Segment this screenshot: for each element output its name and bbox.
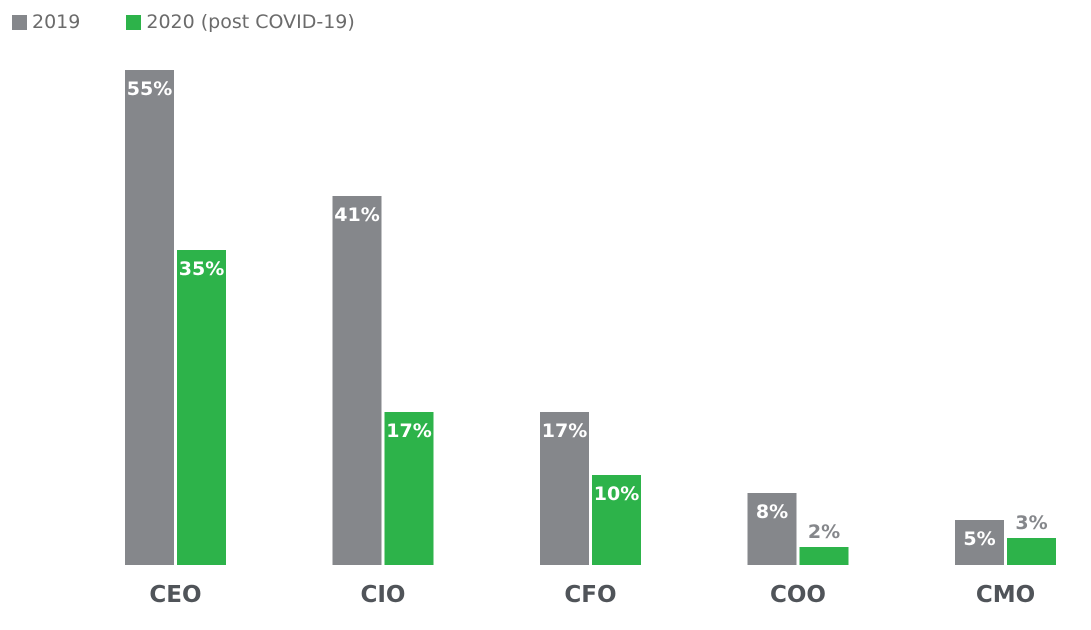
bar-cio-2020 bbox=[384, 412, 434, 565]
legend-label-2019: 2019 bbox=[32, 11, 81, 33]
bar-ceo-2019 bbox=[125, 70, 174, 565]
bar-cfo-2019 bbox=[540, 412, 589, 565]
value-label-cfo-2020: 10% bbox=[594, 483, 639, 505]
bar-cmo-2020 bbox=[1007, 538, 1056, 565]
value-label-coo-2020: 2% bbox=[808, 521, 840, 543]
value-label-cfo-2019: 17% bbox=[542, 420, 587, 442]
category-label-cio: CIO bbox=[361, 582, 406, 608]
value-label-ceo-2019: 55% bbox=[127, 78, 172, 100]
value-label-coo-2019: 8% bbox=[756, 501, 788, 523]
value-label-cmo-2020: 3% bbox=[1015, 512, 1047, 534]
legend-label-2020: 2020 (post COVID-19) bbox=[146, 11, 355, 33]
bar-cfo-2020 bbox=[592, 475, 641, 565]
bar-ceo-2020 bbox=[177, 250, 226, 565]
legend-item-2020: 2020 (post COVID-19) bbox=[126, 11, 355, 33]
category-label-cfo: CFO bbox=[564, 582, 616, 608]
value-label-cio-2020: 17% bbox=[386, 420, 431, 442]
legend-swatch-2019 bbox=[12, 14, 27, 30]
category-label-cmo: CMO bbox=[976, 582, 1035, 608]
legend-swatch-2020 bbox=[126, 14, 142, 30]
value-label-ceo-2020: 35% bbox=[179, 258, 224, 280]
category-label-coo: COO bbox=[770, 582, 826, 608]
bar-coo-2020 bbox=[799, 547, 849, 565]
bar-cmo-2019 bbox=[955, 520, 1004, 565]
bar-coo-2019 bbox=[747, 493, 797, 565]
value-label-cmo-2019: 5% bbox=[963, 528, 995, 550]
category-label-ceo: CEO bbox=[149, 582, 201, 608]
legend-item-2019: 2019 bbox=[12, 11, 80, 33]
legend: 2019 2020 (post COVID-19) bbox=[12, 11, 355, 33]
bar-cio-2019 bbox=[332, 196, 382, 565]
value-label-cio-2019: 41% bbox=[334, 204, 379, 226]
